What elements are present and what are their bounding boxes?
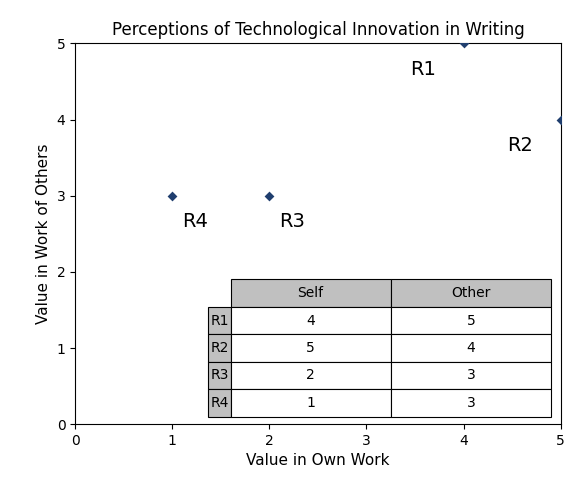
Text: R2: R2 [507,136,533,155]
Point [556,116,565,123]
Point [168,192,177,200]
Text: R4: R4 [182,213,208,231]
Point [265,192,274,200]
Text: R1: R1 [410,60,436,79]
Point [459,40,468,47]
Title: Perceptions of Technological Innovation in Writing: Perceptions of Technological Innovation … [112,21,524,39]
Text: R3: R3 [279,213,305,231]
Y-axis label: Value in Work of Others: Value in Work of Others [36,144,51,324]
X-axis label: Value in Own Work: Value in Own Work [246,454,390,469]
